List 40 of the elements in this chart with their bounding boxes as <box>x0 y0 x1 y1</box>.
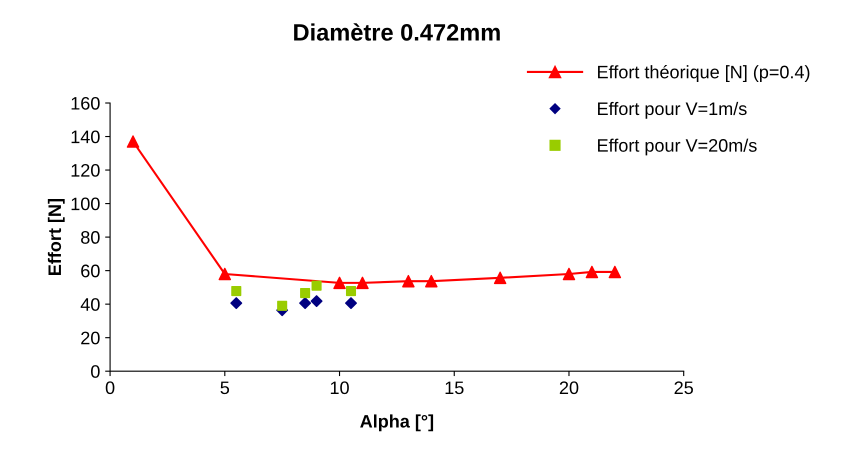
point <box>425 274 438 288</box>
chart-title: Diamètre 0.472mm <box>294 23 500 41</box>
point <box>230 297 242 310</box>
x-tick-label: 5 <box>220 382 230 394</box>
y-tick-label: 60 <box>81 264 100 278</box>
point <box>346 286 356 296</box>
point <box>126 135 140 148</box>
point <box>312 280 322 291</box>
legend-label: Effort pour V=1m/s <box>598 102 747 119</box>
x-tick-label: 10 <box>330 381 349 394</box>
point <box>231 286 242 296</box>
point <box>299 297 312 310</box>
y-axis-title: Effort [N] <box>48 199 65 276</box>
y-tick-label: 20 <box>81 332 100 344</box>
point <box>608 266 622 278</box>
point <box>494 272 506 284</box>
point <box>356 276 369 290</box>
y-tick-label: 160 <box>72 96 100 110</box>
x-tick-label: 20 <box>560 381 578 394</box>
y-tick-label: 100 <box>72 198 100 210</box>
point <box>333 276 346 290</box>
legend-label: Effort théorique [N] (p=0.4) <box>598 64 810 82</box>
point <box>218 268 232 280</box>
x-tick-label: 0 <box>106 381 114 394</box>
point <box>277 300 288 311</box>
x-tick-label: 15 <box>446 382 464 394</box>
point <box>300 288 310 298</box>
point <box>310 295 323 308</box>
y-tick-label: 80 <box>81 231 100 244</box>
y-tick-label: 120 <box>72 164 100 177</box>
y-tick-label: 40 <box>80 298 100 311</box>
y-tick-label: 0 <box>91 365 100 378</box>
y-tick-label: 140 <box>72 130 100 144</box>
legend-label: Effort pour V=20m/s <box>598 138 757 156</box>
point <box>402 274 415 288</box>
x-tick-label: 25 <box>674 381 693 394</box>
x-axis-title: Alpha [°] <box>360 414 434 432</box>
point <box>345 297 357 310</box>
point <box>586 266 598 278</box>
point <box>562 268 576 280</box>
